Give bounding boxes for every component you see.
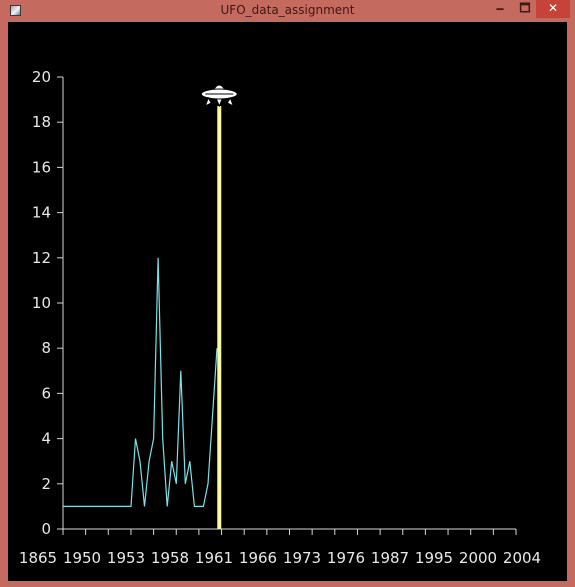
- series-layer: [62, 257, 218, 507]
- title-bar[interactable]: UFO_data_assignment 🗕 🗖 ✕: [0, 0, 575, 22]
- maximize-button[interactable]: 🗖: [519, 1, 531, 15]
- y-tick-label: 12: [32, 249, 51, 267]
- y-tick-label: 14: [32, 204, 51, 222]
- x-tick-label: 2004: [503, 549, 541, 567]
- x-tick-label: 1976: [327, 549, 365, 567]
- sightings-line: [63, 257, 218, 507]
- x-tick-label: 1995: [415, 549, 453, 567]
- x-tick-label: 1953: [107, 549, 145, 567]
- ufo-sightings-chart: 0 2 4 6 8 10 12 14 16 18 20 1865 1950 1953 1958 1961 19…: [19, 68, 541, 567]
- chart-canvas: 0 2 4 6 8 10 12 14 16 18 20 1865 1950 1953 1958 1961 19…: [8, 22, 567, 581]
- ufo-icon: [200, 84, 238, 108]
- app-icon: [10, 5, 21, 16]
- y-tick-label: 16: [32, 158, 51, 176]
- y-tick-label: 2: [41, 475, 51, 493]
- ufo-leg-center: [215, 98, 224, 108]
- y-tick-label: 10: [32, 294, 51, 312]
- y-tick-label: 4: [41, 430, 51, 448]
- y-tick-label: 0: [41, 520, 51, 538]
- y-tick-label: 20: [32, 68, 51, 86]
- x-axis: 1865 1950 1953 1958 1961 1966 1973 1976 1987 1995…: [19, 528, 541, 567]
- x-tick-label: 1961: [195, 549, 233, 567]
- x-tick-label: 1966: [239, 549, 277, 567]
- x-tick-label: 1987: [371, 549, 409, 567]
- x-tick-label: 2000: [459, 549, 497, 567]
- y-tick-label: 6: [41, 384, 51, 402]
- ufo-leg-left: [204, 96, 212, 108]
- y-tick-label: 18: [32, 113, 51, 131]
- year-marker[interactable]: [200, 84, 238, 529]
- ufo-leg-right: [226, 96, 235, 108]
- minimize-button[interactable]: 🗕: [495, 1, 505, 15]
- x-tick-label: 1958: [151, 549, 189, 567]
- y-tick-label: 8: [41, 339, 51, 357]
- x-tick-label: 1865: [19, 549, 57, 567]
- x-tick-label: 1973: [283, 549, 321, 567]
- y-axis: 0 2 4 6 8 10 12 14 16 18 20: [32, 68, 64, 538]
- window-title: UFO_data_assignment: [220, 3, 355, 17]
- x-tick-label: 1950: [63, 549, 101, 567]
- window-right-border: [567, 22, 575, 581]
- close-button[interactable]: ✕: [536, 0, 570, 18]
